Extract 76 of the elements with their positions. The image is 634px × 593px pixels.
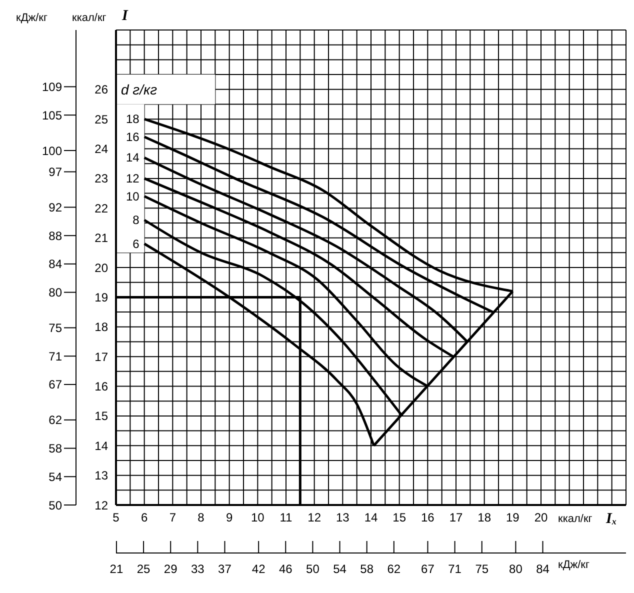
x-tick-label: 18	[478, 510, 492, 525]
y-axis-title: I	[122, 8, 128, 25]
y-tick-label: 13	[94, 468, 108, 483]
y2-tick-label: 71	[48, 349, 62, 364]
series-label: 12	[126, 171, 140, 186]
y-tick-label: 17	[94, 350, 108, 364]
y-tick-label: 14	[94, 438, 108, 453]
legend-title: d г/кг	[121, 82, 158, 98]
y2-tick-label: 100	[42, 144, 62, 158]
x2-tick-label: 84	[536, 562, 550, 576]
x2-tick-label: 33	[190, 562, 205, 576]
text: ккал/кг	[72, 12, 106, 24]
x2-tick-label: 71	[448, 562, 462, 576]
x-tick-label: 16	[420, 510, 435, 525]
series-label: 14	[126, 150, 140, 165]
y-tick-label: 15	[94, 409, 108, 424]
y-tick-label: 25	[94, 112, 108, 126]
y-tick-label: 18	[94, 320, 108, 334]
x-tick-label: 20	[534, 510, 548, 525]
y2-tick-label: 75	[48, 321, 62, 336]
x2-tick-label: 37	[218, 562, 232, 576]
y2-tick-label: 97	[48, 165, 62, 180]
y2-tick-label: 58	[48, 442, 62, 456]
x-tick-label: 11	[280, 510, 293, 525]
x-tick-label: 14	[364, 510, 378, 525]
y-tick-label: 19	[94, 290, 108, 304]
y2-tick-label: 105	[42, 108, 62, 122]
x2-tick-label: 29	[164, 562, 178, 576]
y2-tick-label: 54	[48, 470, 62, 484]
x2-tick-label: 25	[136, 562, 151, 576]
y-tick-label: 20	[94, 260, 108, 275]
x-tick-label: 10	[250, 510, 265, 525]
x2-tick-label: 67	[421, 562, 435, 576]
y2-tick-label: 62	[48, 413, 62, 428]
series-label: 6	[132, 236, 140, 251]
x-tick-label: 15	[392, 510, 406, 525]
series-label: 18	[126, 112, 140, 126]
x-axis-title: Iₓ	[606, 511, 617, 528]
y2-tick-label: 92	[48, 200, 62, 214]
y-tick-label: 12	[94, 498, 108, 512]
x2-tick-label: 42	[252, 562, 266, 576]
y2-tick-label: 80	[48, 286, 62, 300]
x2-tick-label: 58	[360, 562, 374, 576]
y-tick-label: 24	[94, 142, 108, 156]
series-label: 16	[126, 130, 140, 144]
x-tick-label: 13	[336, 510, 350, 525]
text: ккал/кг	[558, 513, 592, 525]
x-tick-label: 12	[308, 510, 322, 525]
x-tick-label: 9	[226, 510, 233, 525]
x-tick-label: 17	[449, 510, 463, 525]
x-tick-label: 19	[506, 510, 520, 525]
x-tick-label: 7	[169, 510, 176, 525]
x2-tick-label: 50	[306, 562, 320, 576]
x-tick-label: 6	[140, 510, 148, 525]
x2-tick-label: 46	[278, 562, 293, 576]
x-tick-label: 5	[112, 510, 120, 525]
y2-tick-label: 67	[48, 378, 62, 392]
y-tick-label: 22	[94, 201, 108, 216]
y-tick-label: 21	[94, 231, 108, 246]
series-label: 10	[126, 189, 140, 204]
y2-tick-label: 88	[48, 228, 62, 243]
series-label: 8	[132, 213, 140, 227]
x2-tick-label: 54	[333, 562, 347, 576]
y-tick-label: 16	[94, 380, 108, 394]
x-tick-label: 8	[198, 510, 205, 525]
x2-axis-title: кДж/кг	[558, 559, 590, 571]
y2-tick-label: 84	[48, 257, 62, 272]
x2-tick-label: 80	[509, 562, 523, 576]
y-tick-label: 23	[94, 172, 108, 186]
x2-tick-label: 21	[110, 562, 124, 576]
y2-tick-label: 109	[42, 80, 62, 94]
y2-tick-label: 50	[48, 498, 62, 512]
x2-tick-label: 62	[387, 562, 401, 576]
y2-axis-title: кДж/кг	[16, 12, 48, 24]
y-tick-label: 26	[94, 82, 108, 97]
x2-tick-label: 75	[475, 562, 489, 576]
